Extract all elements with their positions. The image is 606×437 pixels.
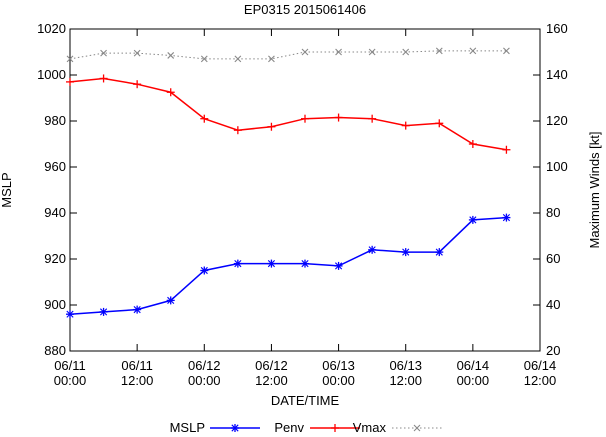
penv-point	[200, 114, 209, 123]
x-tick-label: 06/14	[457, 358, 490, 373]
y-axis-label: MSLP	[0, 172, 14, 207]
x-tick-label: 06/14	[524, 358, 557, 373]
x-tick-label: 00:00	[457, 373, 490, 388]
penv-point	[233, 126, 242, 135]
x-tick-label: 00:00	[54, 373, 87, 388]
x-tick-label: 06/13	[389, 358, 422, 373]
legend-marker	[331, 424, 339, 432]
x-tick-label: 00:00	[188, 373, 221, 388]
penv-point	[267, 122, 276, 131]
mslp-point	[267, 259, 276, 268]
x-tick-label: 06/11	[54, 358, 86, 373]
y2-tick-label: 140	[546, 67, 568, 82]
mslp-point	[334, 261, 343, 270]
y-tick-label: 940	[44, 205, 66, 220]
legend-label: Penv	[274, 420, 304, 432]
vmax-point	[503, 47, 510, 55]
y-tick-label: 1020	[37, 21, 66, 36]
mslp-point	[99, 307, 108, 316]
vmax-point	[167, 52, 175, 59]
vmax-point	[335, 48, 342, 56]
mslp-point	[200, 266, 209, 275]
mslp-point	[502, 213, 511, 222]
vmax-point	[469, 47, 477, 55]
vmax-point	[301, 48, 309, 56]
mslp-point	[233, 259, 242, 268]
x-tick-label: 00:00	[322, 373, 355, 388]
y-tick-label: 920	[44, 251, 66, 266]
vmax-point	[435, 47, 443, 55]
mslp-point	[133, 305, 142, 314]
chart-title: EP0315 2015061406	[244, 2, 366, 17]
x-tick-label: 12:00	[255, 373, 288, 388]
penv-point	[133, 80, 142, 89]
legend-marker	[413, 424, 421, 432]
y2-tick-label: 40	[546, 297, 560, 312]
y-tick-label: 1000	[37, 67, 66, 82]
mslp-point	[66, 310, 74, 319]
x-tick-label: 12:00	[524, 373, 557, 388]
y-tick-label: 980	[44, 113, 66, 128]
y2-tick-label: 60	[546, 251, 560, 266]
vmax-point	[100, 49, 107, 57]
penv-point	[66, 77, 74, 86]
penv-point	[99, 74, 108, 83]
vmax-point	[234, 55, 242, 63]
mslp-point	[166, 296, 175, 305]
vmax-point	[133, 49, 141, 57]
y-tick-label: 880	[44, 343, 66, 358]
y2-tick-label: 120	[546, 113, 568, 128]
y2-tick-label: 160	[546, 21, 568, 36]
legend: MSLP Penv Vmax	[170, 420, 442, 435]
vmax-point	[402, 48, 410, 56]
x-axis-label: DATE/TIME	[271, 393, 340, 408]
mslp-series-line	[69, 216, 507, 315]
x-tick-label: 06/12	[255, 358, 288, 373]
penv-point	[301, 114, 309, 123]
penv-point	[368, 114, 377, 123]
penv-point	[435, 119, 444, 128]
vmax-series-line	[69, 50, 507, 60]
penv-point	[401, 121, 410, 130]
penv-point	[502, 145, 511, 154]
y2-tick-label: 20	[546, 343, 560, 358]
series-layer	[66, 47, 511, 319]
y2-axis-label: Maximum Winds [kt]	[587, 131, 602, 248]
y2-tick-label: 100	[546, 159, 568, 174]
legend-label: MSLP	[170, 420, 205, 432]
penv-point	[468, 140, 477, 148]
plot-frame	[69, 28, 541, 352]
mslp-point	[468, 215, 477, 224]
mslp-point	[401, 248, 410, 257]
penv-series-line	[69, 77, 507, 151]
y2-tick-label: 80	[546, 205, 560, 220]
x-tick-label: 06/12	[188, 358, 221, 373]
x-tick-label: 12:00	[121, 373, 154, 388]
vmax-point	[66, 55, 74, 63]
penv-point	[334, 113, 343, 122]
x-tick-label: 12:00	[389, 373, 422, 388]
axes: 880 900 920 940 960 980 1000 1020 20 40 60 80 100 120…	[37, 21, 568, 388]
vmax-point	[200, 55, 208, 63]
mslp-point	[368, 245, 377, 254]
vmax-point	[368, 48, 376, 56]
legend-label: Vmax	[353, 420, 387, 432]
mslp-point	[301, 259, 309, 268]
y-tick-label: 900	[44, 297, 66, 312]
x-tick-label: 06/13	[322, 358, 355, 373]
mslp-point	[435, 248, 444, 257]
legend-marker	[231, 424, 239, 432]
x-tick-label: 06/11	[121, 358, 153, 373]
y-tick-label: 960	[44, 159, 66, 174]
vmax-point	[268, 55, 275, 63]
penv-point	[166, 88, 175, 97]
